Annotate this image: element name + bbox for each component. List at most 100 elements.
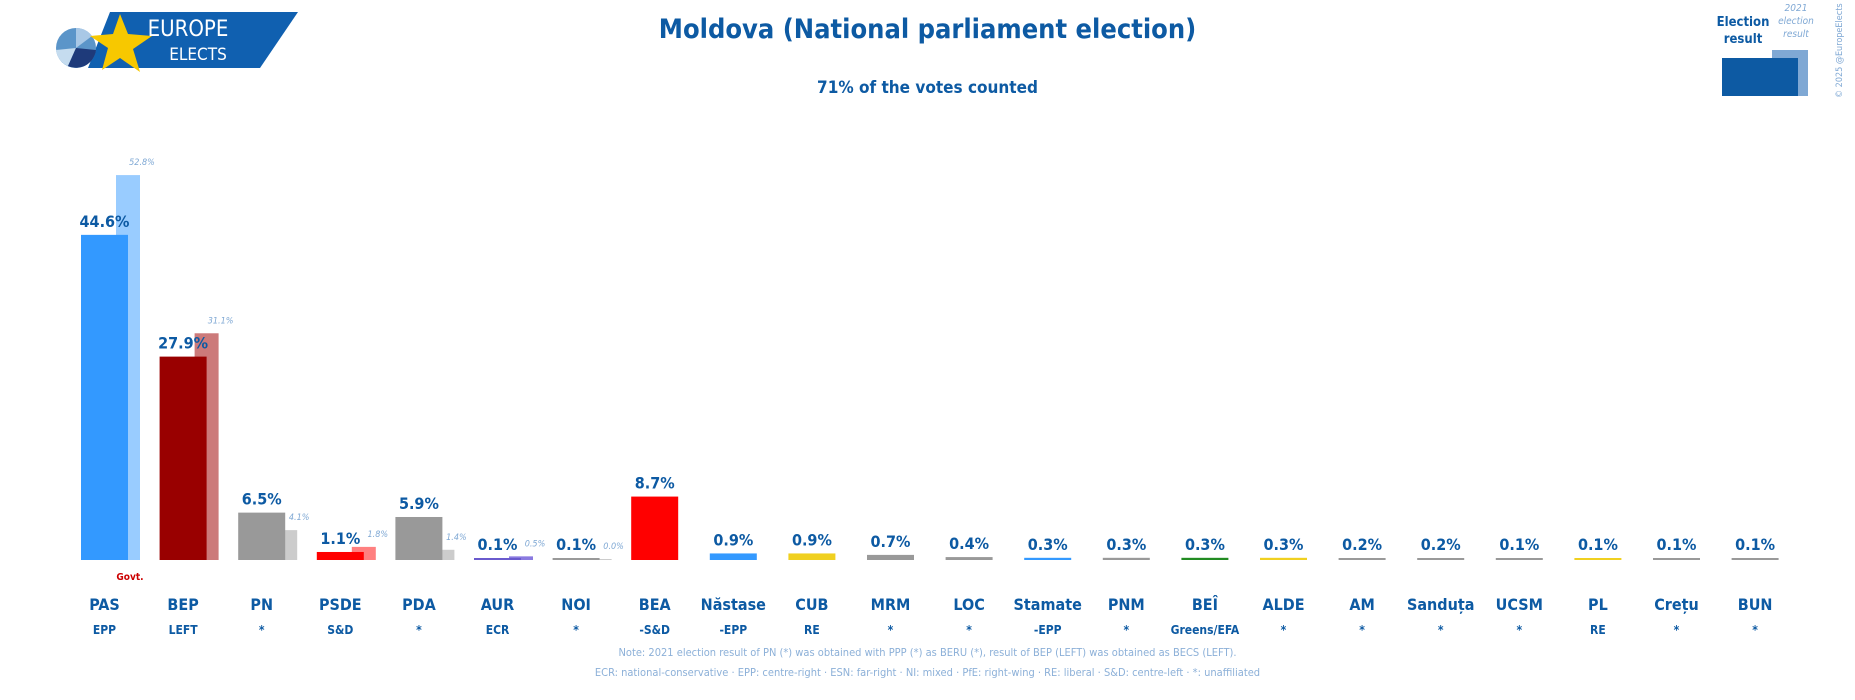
value-label-noi: 0.1% (556, 535, 596, 554)
value-label-cre-u: 0.1% (1657, 535, 1697, 554)
bar-loc (945, 557, 993, 560)
affiliation-label-pn: * (259, 623, 265, 637)
bar-sandu-a (1417, 558, 1465, 560)
legend-current-swatch (1722, 58, 1798, 96)
chart-title: Moldova (National parliament election) (658, 14, 1197, 45)
category-label-aur: AUR (481, 595, 514, 614)
affiliation-label-bea: -S&D (639, 623, 670, 637)
value-label-aur: 0.1% (478, 535, 518, 554)
category-label-cub: CUB (795, 595, 828, 614)
category-label-bep: BEP (167, 595, 198, 614)
value-label-sandu-a: 0.2% (1421, 535, 1461, 554)
bar-pas (81, 234, 128, 560)
category-label-pas: PAS (89, 595, 120, 614)
bar-noi (552, 558, 600, 560)
bar-psde (316, 551, 364, 560)
value-label-pda: 5.9% (399, 494, 439, 513)
category-label-ucsm: UCSM (1496, 595, 1543, 614)
affiliation-label-pnm: * (1123, 623, 1129, 637)
category-label-alde: ALDE (1262, 595, 1304, 614)
chart-subtitle: 71% of the votes counted (817, 78, 1038, 98)
affiliation-label-stamate: -EPP (1034, 623, 1062, 637)
value-label-am: 0.2% (1342, 535, 1382, 554)
value-label-pas: 44.6% (80, 212, 130, 231)
bar-be- (1181, 557, 1229, 560)
value-label-bun: 0.1% (1735, 535, 1775, 554)
value-label-alde: 0.3% (1264, 535, 1304, 554)
logo-star-icon (90, 14, 152, 72)
affiliation-label-loc: * (966, 623, 972, 637)
value-label-psde: 1.1% (320, 529, 360, 548)
bar-aur (474, 558, 521, 560)
category-label-n-stase: Năstase (701, 595, 766, 614)
category-label-pda: PDA (402, 595, 437, 614)
logo-text-elects: ELECTS (169, 45, 227, 65)
label-2021-noi: 0.0% (603, 542, 624, 552)
category-label-noi: NOI (561, 595, 591, 614)
value-label-be-: 0.3% (1185, 535, 1225, 554)
note-group-legend: ECR: national-conservative · EPP: centre… (594, 666, 1261, 679)
affiliation-label-mrm: * (888, 623, 894, 637)
legend (1722, 50, 1808, 96)
value-label-pnm: 0.3% (1106, 535, 1146, 554)
affiliation-label-n-stase: -EPP (719, 623, 747, 637)
affiliation-label-noi: * (573, 623, 579, 637)
bar-n-stase (709, 553, 757, 560)
affiliation-label-pas: EPP (93, 623, 116, 637)
logo-banner (88, 12, 298, 68)
label-2021-pas: 52.8% (129, 158, 155, 168)
category-label-pnm: PNM (1108, 595, 1145, 614)
affiliation-label-pl: RE (1590, 623, 1606, 637)
bar-alde (1260, 557, 1307, 560)
value-label-pn: 6.5% (242, 490, 282, 509)
category-label-sandu-a: Sanduța (1407, 595, 1474, 614)
bar-pl (1574, 558, 1622, 560)
bar-mrm (867, 554, 914, 560)
bar-bea (631, 496, 679, 560)
label-2021-pda: 1.4% (446, 533, 467, 543)
affiliation-label-am: * (1359, 623, 1365, 637)
annotation-govt: Govt. (116, 572, 143, 583)
category-label-pn: PN (250, 595, 273, 614)
affiliation-label-bep: LEFT (169, 623, 199, 637)
affiliation-label-cre-u: * (1674, 623, 1680, 637)
label-2021-aur: 0.5% (525, 539, 546, 549)
value-label-bep: 27.9% (158, 334, 208, 353)
bar-pda (395, 516, 443, 560)
category-label-loc: LOC (953, 595, 984, 614)
category-label-pl: PL (1588, 595, 1608, 614)
bar-cre-u (1653, 558, 1700, 560)
bar-stamate (1024, 557, 1072, 560)
value-label-bea: 8.7% (635, 474, 675, 493)
affiliation-label-aur: ECR (486, 623, 510, 637)
affiliation-label-psde: S&D (327, 623, 353, 637)
bar-cub (788, 553, 836, 560)
value-label-cub: 0.9% (792, 530, 832, 549)
label-2021-bep: 31.1% (208, 316, 234, 326)
label-2021-psde: 1.8% (368, 530, 389, 540)
affiliation-label-pda: * (416, 623, 422, 637)
category-label-am: AM (1349, 595, 1374, 614)
bar-ucsm (1495, 558, 1543, 560)
affiliation-label-bun: * (1752, 623, 1758, 637)
value-label-pl: 0.1% (1578, 535, 1618, 554)
note-2021-results: Note: 2021 election result of PN (*) was… (618, 646, 1237, 659)
affiliation-label-be-: Greens/EFA (1171, 623, 1240, 637)
bar-bun (1731, 558, 1779, 560)
category-label-be-: BEÎ (1192, 595, 1219, 614)
value-label-loc: 0.4% (949, 534, 989, 553)
value-label-n-stase: 0.9% (713, 530, 753, 549)
bar-pn (238, 512, 286, 560)
category-label-psde: PSDE (319, 595, 362, 614)
affiliation-label-ucsm: * (1516, 623, 1522, 637)
category-label-stamate: Stamate (1014, 595, 1083, 614)
category-label-cre-u: Crețu (1654, 595, 1699, 614)
affiliation-label-sandu-a: * (1438, 623, 1444, 637)
label-2021-pn: 4.1% (289, 513, 310, 523)
legend-previous-label: 2021 election result (1778, 3, 1814, 40)
bar-pnm (1102, 557, 1150, 560)
category-label-bun: BUN (1738, 595, 1773, 614)
affiliation-label-alde: * (1281, 623, 1287, 637)
value-label-ucsm: 0.1% (1499, 535, 1539, 554)
category-label-mrm: MRM (871, 595, 911, 614)
